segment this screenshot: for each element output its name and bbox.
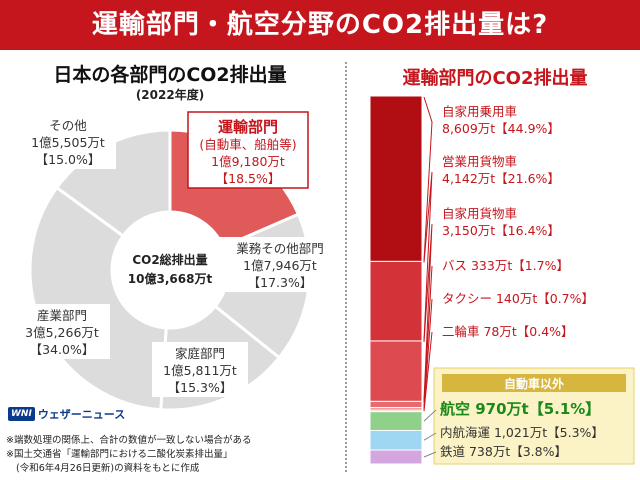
- transport-label-box: [187, 111, 309, 189]
- stacked-bar-chart: 自動車以外 自家用乗用車 8,609万t【44.9%】営業用貨物車 4,142万t【2…: [369, 95, 635, 465]
- center-label-title: CO2総排出量: [132, 252, 207, 267]
- donut-hole: [114, 214, 226, 326]
- segment-label: タクシー 140万t【0.7%】: [442, 291, 594, 306]
- slice-label-text: 【17.3%】: [248, 275, 313, 290]
- slice-label-text: 1億9,180万t: [211, 154, 285, 169]
- segment-label: 営業用貨物車: [442, 154, 517, 169]
- slice-label-bg: [14, 304, 110, 359]
- segment-connector: [423, 298, 433, 410]
- segment-connector: [423, 451, 437, 458]
- right-chart-title: 運輸部門のCO2排出量: [402, 68, 588, 89]
- segment-connector: [423, 96, 433, 261]
- bar-segment: [369, 95, 423, 262]
- bar-segment: [369, 429, 423, 451]
- note-line-2: ※国土交通省「運輸部門における二酸化炭素排出量」: [6, 449, 233, 460]
- logo-mark: WNI: [8, 407, 35, 421]
- slice-label-text: 1億5,505万t: [31, 135, 105, 150]
- note-line-1: ※端数処理の関係上、合計の数値が一致しない場合がある: [6, 435, 252, 446]
- slice-label-bg: [152, 342, 248, 397]
- header-banner: 運輸部門・航空分野のCO2排出量は?: [0, 0, 640, 50]
- segment-connector: [423, 331, 433, 412]
- group-label: 自動車以外: [504, 376, 564, 391]
- weathernews-logo: WNI ウェザーニュース: [8, 406, 125, 422]
- segment-value: 4,142万t【21.6%】: [442, 171, 560, 186]
- segment-label: 航空 970万t【5.1%】: [440, 400, 600, 418]
- center-label-value: 10億3,668万t: [128, 271, 213, 286]
- segment-label: バス 333万t【1.7%】: [442, 258, 569, 273]
- segment-connector: [423, 223, 433, 401]
- slice-label-text: 【15.3%】: [168, 380, 233, 395]
- bar-segment: [369, 411, 423, 431]
- group-label-bg: [442, 374, 626, 392]
- segment-label: 内航海運 1,021万t【5.3%】: [440, 425, 604, 440]
- slice-label-text: 3億5,266万t: [25, 325, 99, 340]
- slice-label-text: 産業部門: [37, 308, 87, 323]
- segment-value: 3,150万t【16.4%】: [442, 223, 560, 238]
- slice-label-bg: [218, 237, 342, 292]
- slice-label-text: 家庭部門: [175, 346, 225, 361]
- donut-chart: CO2総排出量 10億3,668万t 運輸部門(自動車、船舶等) 1億9,180万t 【…: [14, 111, 342, 410]
- left-chart-title: 日本の各部門のCO2排出量: [53, 64, 287, 86]
- segment-connector: [423, 432, 437, 441]
- slice-label-text: 1億5,811万t: [163, 363, 237, 378]
- segment-value: 8,609万t【44.9%】: [442, 121, 560, 136]
- segment-label: 自家用貨物車: [442, 206, 517, 221]
- slice-label-text: 業務その他部門: [236, 241, 324, 256]
- section-divider: [345, 62, 347, 472]
- slice-label-text: 【34.0%】: [30, 342, 95, 357]
- bar-segment: [369, 400, 423, 409]
- bar-segment: [369, 260, 423, 342]
- slice-label-text: その他: [49, 118, 87, 133]
- bar-segment: [369, 449, 423, 465]
- segment-label: 鉄道 738万t【3.8%】: [440, 444, 567, 459]
- note-line-3: (令和6年4月26日更新)の資料をもとに作成: [16, 463, 200, 474]
- bar-segment: [369, 340, 423, 402]
- slice-label-text: 【18.5%】: [216, 171, 281, 186]
- segment-label: 自家用乗用車: [442, 104, 517, 119]
- logo-text: ウェザーニュース: [37, 408, 126, 421]
- slice-label-text: 【15.0%】: [36, 152, 101, 167]
- segment-connector: [423, 265, 433, 407]
- slice-label-text: 運輸部門: [218, 118, 278, 136]
- slice-label-text: (自動車、船舶等): [199, 137, 296, 152]
- slice-label-text: 1億7,946万t: [243, 258, 317, 273]
- segment-label: 二輪車 78万t【0.4%】: [442, 324, 574, 339]
- segment-connector: [423, 409, 437, 422]
- left-chart-subtitle: (2022年度): [135, 88, 205, 102]
- slice-label-bg: [20, 114, 116, 169]
- segment-connector: [423, 171, 433, 340]
